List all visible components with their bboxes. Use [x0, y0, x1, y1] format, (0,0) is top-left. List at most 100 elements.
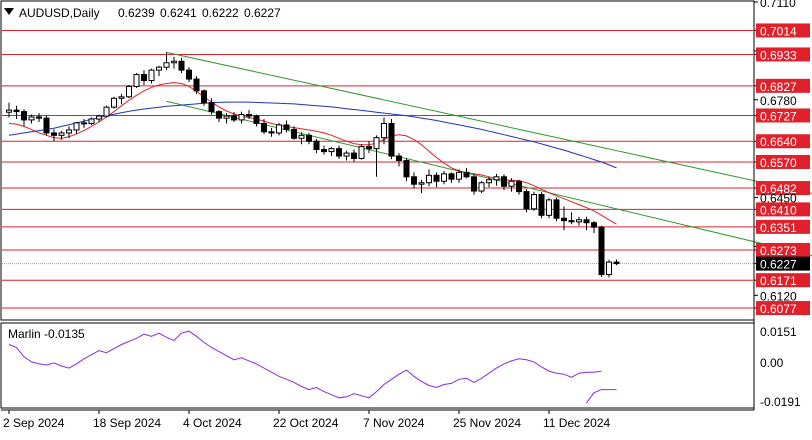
- candle-body: [89, 119, 94, 123]
- candle-body: [419, 183, 424, 184]
- time-tick-label: 25 Nov 2024: [453, 416, 521, 430]
- candle-body: [337, 149, 342, 156]
- candle-body: [104, 107, 109, 116]
- time-tick-label: 4 Oct 2024: [183, 416, 242, 430]
- candle-body: [22, 112, 27, 120]
- candle-body: [299, 135, 304, 138]
- price-level-label: 0.6727: [760, 109, 797, 123]
- price-level-label: 0.6827: [760, 80, 797, 94]
- candle-71: [539, 192, 544, 218]
- candle-body: [307, 135, 312, 141]
- candle-body: [247, 115, 252, 116]
- candle-body: [404, 161, 409, 177]
- candle-body: [524, 192, 529, 209]
- candle-body: [592, 223, 597, 227]
- time-tick-label: 22 Oct 2024: [273, 416, 339, 430]
- candle-body: [209, 103, 214, 112]
- candle-body: [29, 117, 34, 120]
- candle-body: [217, 112, 222, 119]
- candle-body: [599, 227, 604, 274]
- candle-body: [322, 150, 327, 152]
- candle-body: [329, 149, 334, 152]
- candle-70: [532, 192, 537, 211]
- candle-body: [314, 141, 319, 149]
- candle-14: [112, 97, 117, 109]
- candle-body: [532, 195, 537, 209]
- time-tick-label: 7 Nov 2024: [363, 416, 425, 430]
- candle-body: [554, 200, 559, 218]
- candle-5: [44, 116, 49, 135]
- candle-body: [442, 174, 447, 181]
- candle-body: [389, 123, 394, 156]
- candle-body: [584, 220, 589, 223]
- price-level-label: 0.6171: [760, 274, 797, 288]
- time-tick-label: 18 Sep 2024: [93, 416, 161, 430]
- price-level-label: 0.6933: [760, 48, 797, 62]
- current-price-label: 0.6227: [760, 258, 797, 272]
- candle-body: [67, 130, 72, 133]
- price-level-label: 0.7014: [760, 24, 797, 38]
- candle-body: [187, 70, 192, 79]
- candle-11: [89, 118, 94, 125]
- candle-body: [427, 175, 432, 182]
- candle-body: [494, 177, 499, 180]
- candle-body: [487, 180, 492, 183]
- price-tick-label: 0.7110: [760, 0, 796, 10]
- price-level-label: 0.6570: [760, 156, 797, 170]
- time-tick-label: 11 Dec 2024: [543, 416, 610, 430]
- candle-72: [547, 198, 552, 218]
- candle-body: [224, 116, 229, 118]
- candle-body: [367, 147, 372, 149]
- candle-body: [179, 61, 184, 70]
- candle-body: [149, 70, 154, 80]
- oscillator-tick-label: 0.0151: [760, 325, 797, 339]
- price-level-label: 0.6351: [760, 221, 797, 235]
- candle-body: [284, 125, 289, 129]
- candle-body: [97, 116, 102, 119]
- candle-body: [344, 153, 349, 156]
- oscillator-label: Marlin -0.0135: [8, 327, 85, 341]
- candle-body: [7, 110, 12, 112]
- price-level-label: 0.6410: [760, 203, 797, 217]
- candle-body: [569, 221, 574, 222]
- candle-69: [524, 189, 529, 212]
- ohlc-open: 0.6239: [118, 6, 155, 20]
- candle-body: [614, 262, 619, 263]
- candle-body: [254, 116, 259, 123]
- candle-80: [607, 260, 612, 278]
- time-tick-label: 2 Sep 2024: [3, 416, 65, 430]
- candle-body: [127, 86, 132, 96]
- candle-body: [277, 125, 282, 133]
- candle-body: [352, 153, 357, 158]
- candle-body: [412, 177, 417, 184]
- candle-body: [134, 75, 139, 87]
- candle-body: [502, 177, 507, 186]
- candle-body: [59, 133, 64, 135]
- candle-13: [104, 106, 109, 118]
- candle-body: [157, 67, 162, 70]
- candle-body: [112, 98, 117, 107]
- candle-body: [434, 175, 439, 181]
- candle-body: [262, 123, 267, 131]
- candle-body: [382, 123, 387, 137]
- candle-body: [14, 110, 19, 111]
- candle-25: [194, 76, 199, 94]
- candle-63: [479, 181, 484, 193]
- candle-body: [577, 220, 582, 222]
- candle-79: [599, 226, 604, 277]
- candle-body: [539, 195, 544, 216]
- candle-body: [172, 61, 177, 62]
- candle-73: [554, 198, 559, 222]
- candle-body: [509, 181, 514, 186]
- ohlc-close: 0.6227: [244, 6, 281, 20]
- candle-body: [119, 97, 124, 98]
- price-level-label: 0.6640: [760, 135, 797, 149]
- candle-body: [517, 181, 522, 191]
- candle-body: [359, 147, 364, 159]
- candle-body: [397, 156, 402, 160]
- candle-47: [359, 144, 364, 159]
- candle-body: [239, 115, 244, 120]
- candle-body: [269, 132, 274, 133]
